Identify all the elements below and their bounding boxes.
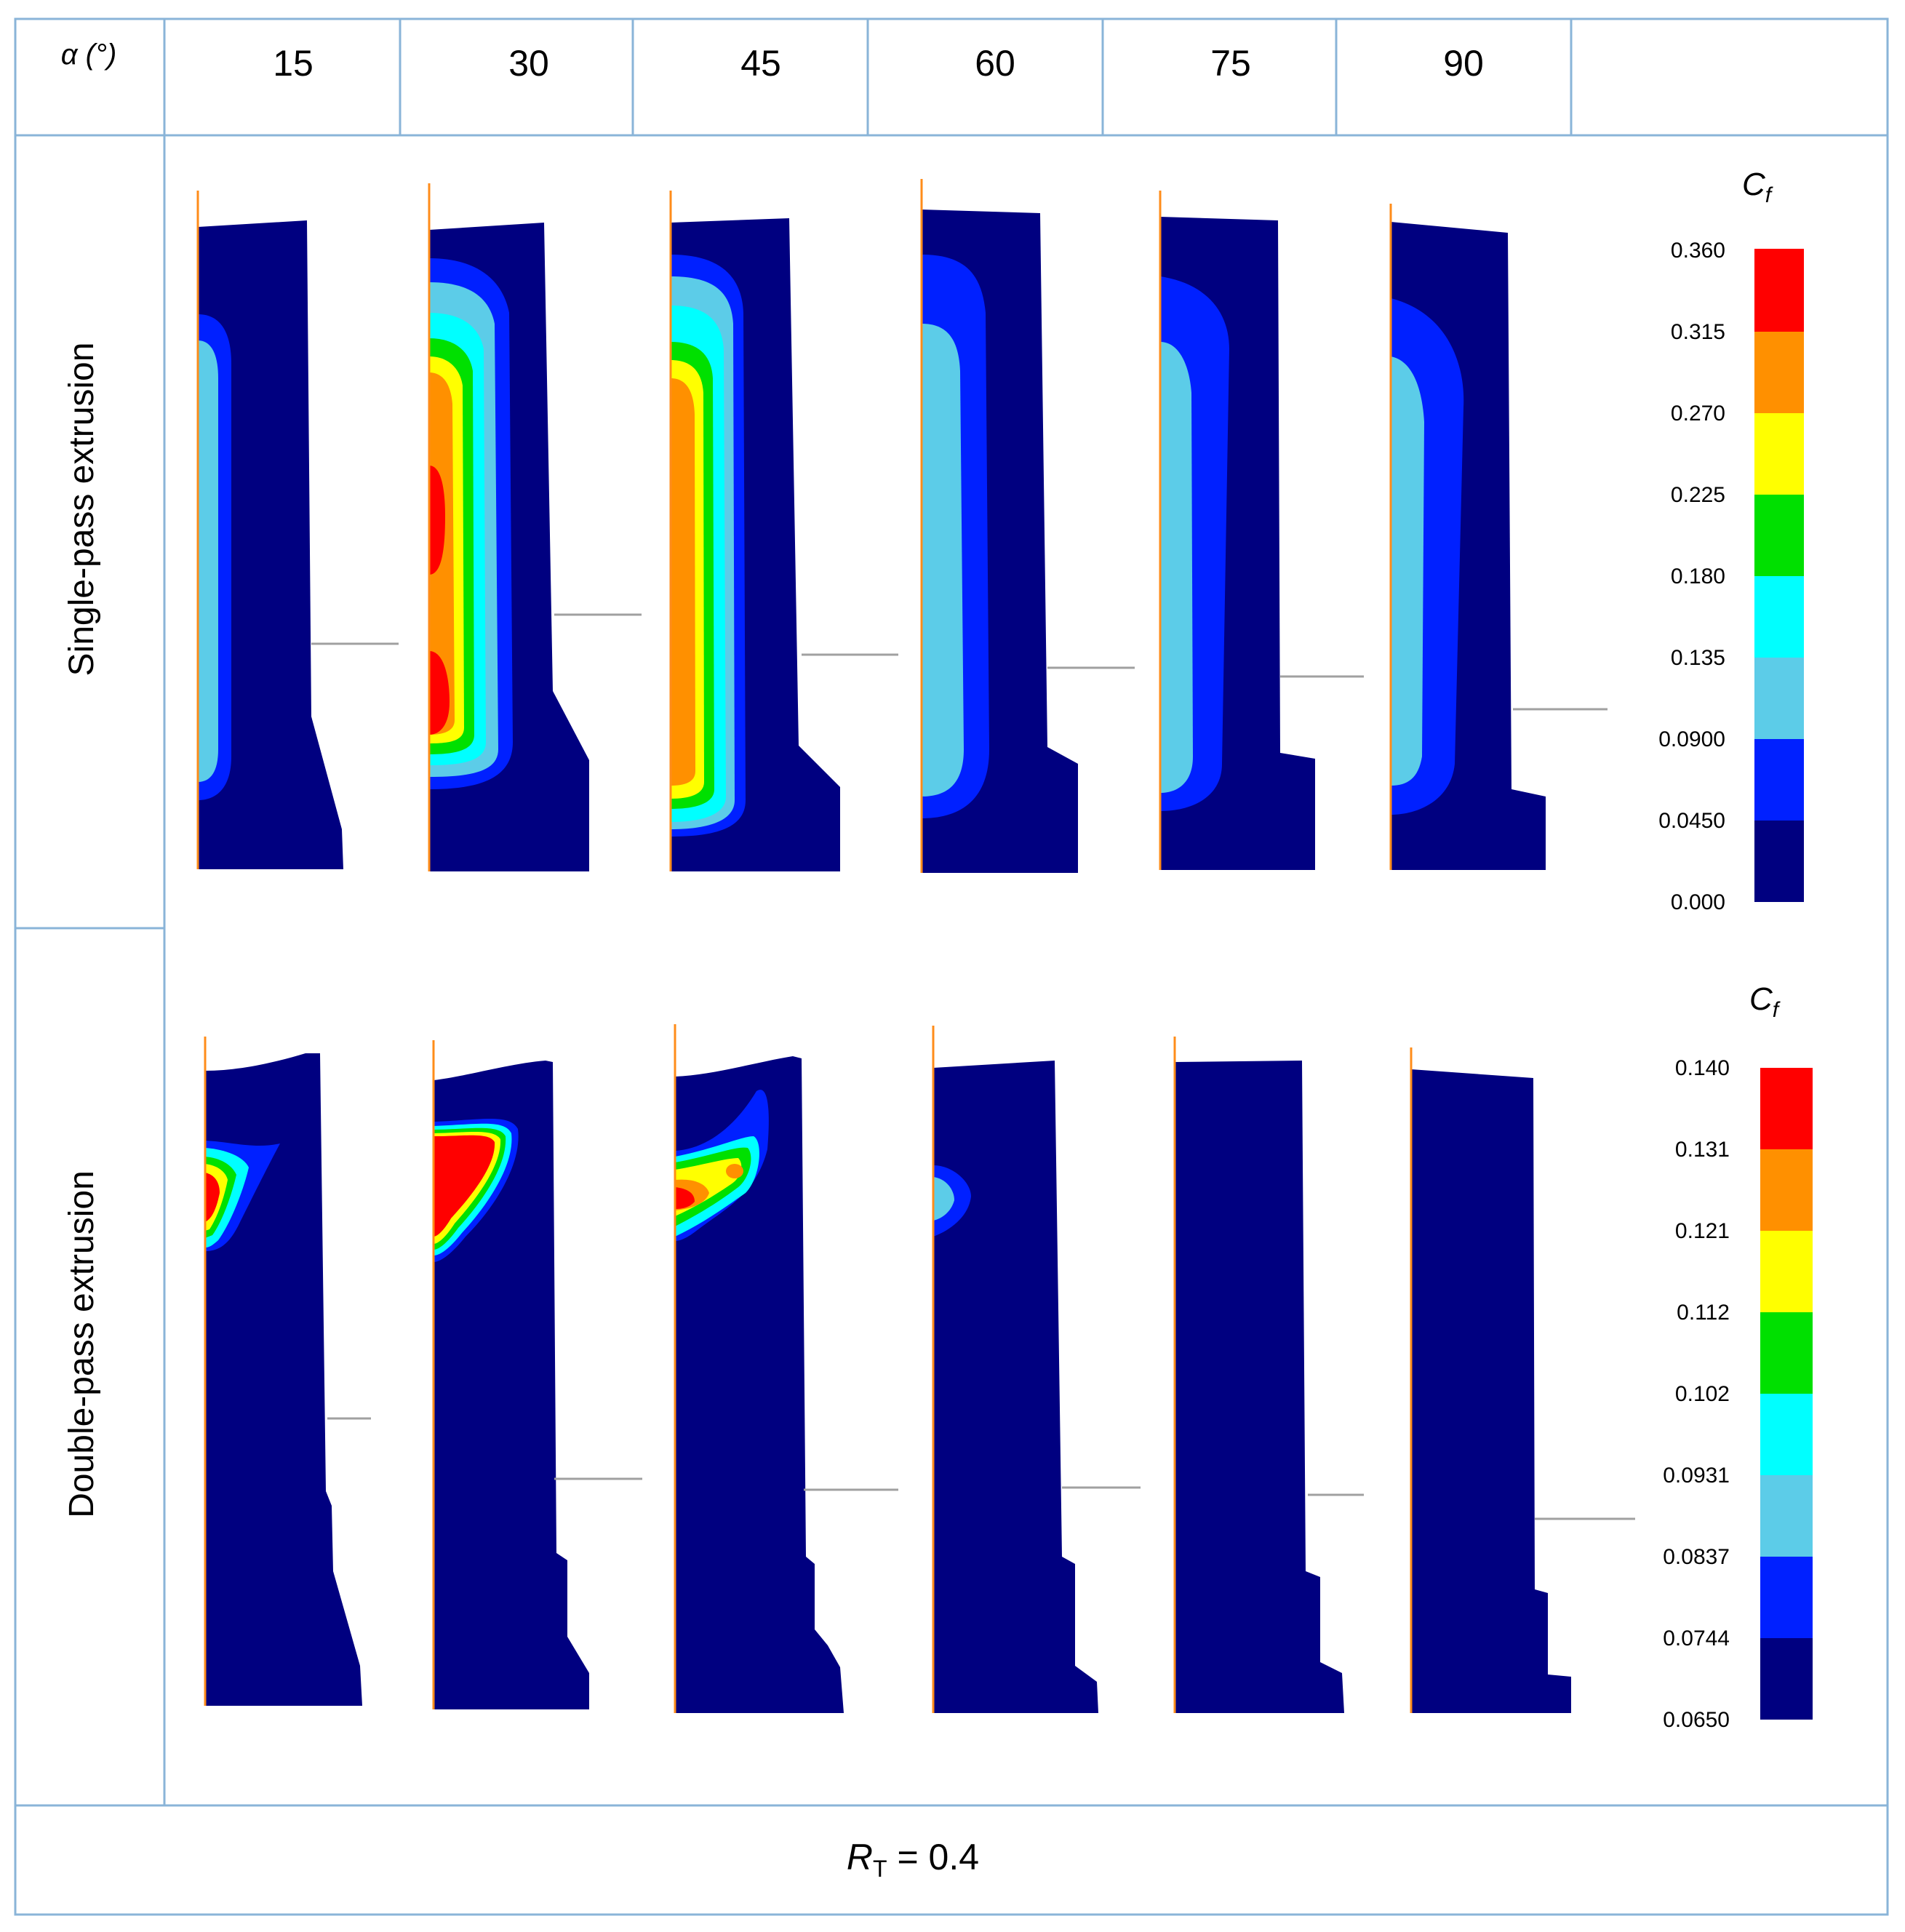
legend-2-tick-3: 0.121 [1675,1219,1730,1243]
legend-2-title-main: C [1749,981,1773,1017]
dp-90-billet [1411,1069,1571,1713]
dp-plot-90 [1410,1047,1635,1713]
legend-2-swatch-2 [1760,1149,1813,1231]
legend-1-tick-7: 0.0900 [1658,727,1725,751]
legend-1-tick-2: 0.315 [1671,320,1725,344]
legend-2-swatch-4 [1760,1312,1813,1394]
sp-plot-30 [428,183,642,871]
legend-2-tick-9: 0.0650 [1663,1708,1730,1732]
angle-60: 60 [975,43,1015,84]
dp-plot-15 [204,1037,371,1706]
legend-2-tick-4: 0.112 [1677,1301,1730,1325]
dp-75-billet [1175,1061,1344,1713]
dp-60-zone-lightblue [933,1177,954,1221]
legend-2-title: Cf [1749,981,1781,1022]
double-pass-plots [204,1024,1635,1713]
sp-plot-15 [196,191,399,869]
sp-15-zone-lightblue [198,340,218,782]
legend-1-colorbar [1754,249,1804,902]
legend-single-pass: Cf 0.360 0.315 0.270 0.225 0.180 0.135 0… [1658,167,1804,914]
legend-1-tick-9: 0.000 [1671,890,1725,914]
sp-plot-60 [920,179,1135,873]
alpha-label: α (°) [61,39,117,71]
row-label-single-pass: Single-pass extrusion [63,343,101,676]
sp-plot-45 [669,191,898,871]
angle-30: 30 [508,43,549,84]
legend-2-tick-1: 0.140 [1675,1056,1730,1080]
legend-1-tick-5: 0.180 [1671,564,1725,588]
dp-plot-30 [432,1040,642,1709]
angle-headers: 15 30 45 60 75 90 [273,43,1484,84]
angle-75: 75 [1210,43,1251,84]
sp-plot-75 [1159,191,1364,870]
sp-75-zone-lightblue [1160,342,1193,793]
legend-1-tick-6: 0.135 [1671,646,1725,670]
legend-2-tick-5: 0.102 [1675,1382,1730,1406]
legend-2-swatch-7 [1760,1557,1813,1638]
legend-1-swatch-1 [1754,249,1804,332]
dp-60-billet [933,1061,1098,1713]
legend-2-swatch-1 [1760,1068,1813,1149]
footer-rt-value: = 0.4 [887,1837,980,1877]
sp-45-zone-orange [671,378,695,786]
row-label-double-pass: Double-pass extrusion [63,1170,101,1518]
legend-1-swatch-3 [1754,413,1804,495]
footer-rt-label: RT = 0.4 [847,1837,979,1882]
legend-2-tick-2: 0.131 [1675,1138,1730,1162]
sp-90-zone-lightblue [1391,356,1424,786]
sp-30-zone-red-upper [429,466,445,575]
dp-30-zone-red [434,1135,495,1237]
angle-15: 15 [273,43,313,84]
legend-1-swatch-8 [1754,821,1804,902]
legend-1-swatch-4 [1754,495,1804,576]
legend-2-swatch-3 [1760,1231,1813,1312]
dp-45-billet [675,1056,844,1713]
angle-45: 45 [740,43,781,84]
legend-1-swatch-5 [1754,576,1804,658]
legend-2-colorbar [1760,1068,1813,1720]
legend-1-tick-4: 0.225 [1671,483,1725,507]
legend-2-swatch-5 [1760,1394,1813,1475]
footer-rt-sub: T [873,1856,887,1882]
legend-double-pass: Cf 0.140 0.131 0.121 0.112 0.102 0.0931 … [1663,981,1813,1732]
dp-plot-45 [674,1024,898,1713]
legend-2-tick-7: 0.0837 [1663,1545,1730,1569]
sp-15-billet [198,220,343,869]
legend-1-title: Cf [1742,167,1773,207]
dp-15-billet [205,1053,362,1706]
dp-plot-60 [932,1026,1141,1713]
legend-2-title-sub: f [1773,998,1781,1022]
angle-90: 90 [1443,43,1484,84]
dp-15-zone-red [205,1173,220,1222]
legend-1-swatch-6 [1754,658,1804,739]
legend-2-swatch-8 [1760,1638,1813,1720]
legend-1-tick-8: 0.0450 [1658,809,1725,833]
sp-30-zone-red-lower [429,651,450,735]
legend-1-swatch-7 [1754,739,1804,821]
legend-2-tick-6: 0.0931 [1663,1464,1730,1488]
sp-plot-90 [1389,204,1608,870]
legend-2-tick-8: 0.0744 [1663,1626,1730,1650]
legend-2-swatch-6 [1760,1475,1813,1557]
legend-1-tick-1: 0.360 [1671,239,1725,263]
legend-2-ticks: 0.140 0.131 0.121 0.112 0.102 0.0931 0.0… [1663,1056,1730,1732]
dp-45-zone-orange-right [726,1164,743,1178]
legend-1-tick-3: 0.270 [1671,402,1725,426]
dp-plot-75 [1173,1037,1364,1713]
legend-1-title-main: C [1742,167,1766,202]
sp-60-zone-lightblue [922,324,964,797]
table-grid [14,17,1889,1916]
footer-rt-main: R [847,1837,873,1877]
legend-1-swatch-2 [1754,332,1804,413]
single-pass-plots [196,179,1608,873]
legend-1-ticks: 0.360 0.315 0.270 0.225 0.180 0.135 0.09… [1658,239,1725,914]
dp-45-zone-red [675,1187,695,1209]
legend-1-title-sub: f [1765,183,1773,207]
